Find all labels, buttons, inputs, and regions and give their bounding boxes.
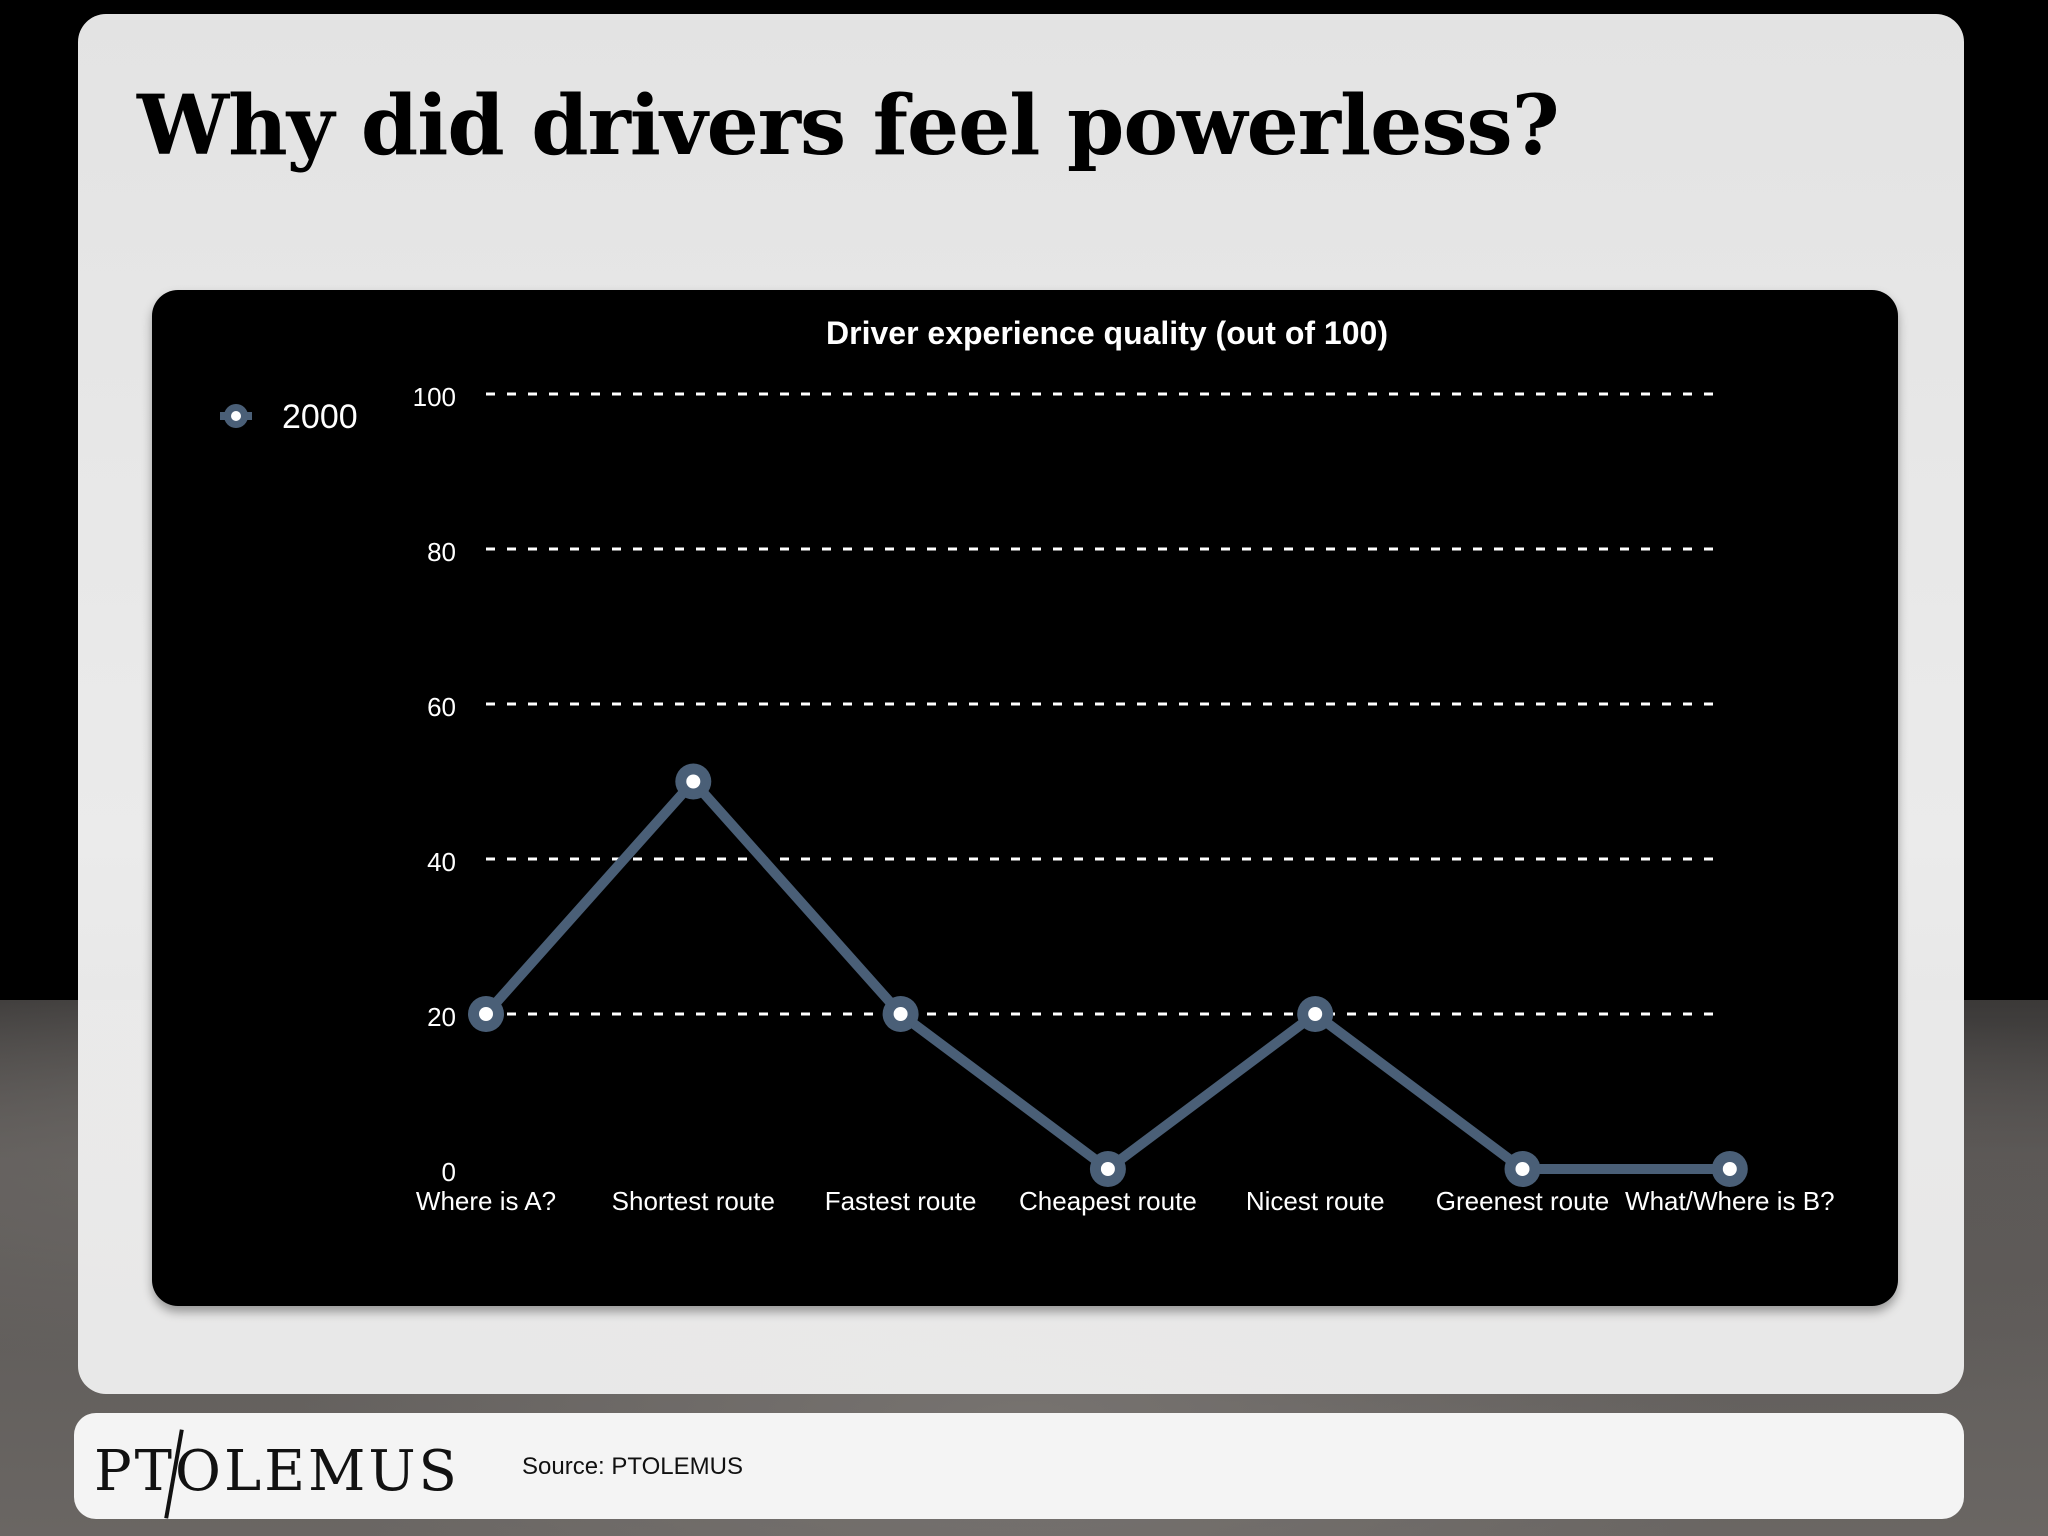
- legend: 2000: [220, 398, 358, 436]
- footer-bar: PTOLEMUS Source: PTOLEMUS: [74, 1413, 1964, 1519]
- y-axis-ticks: 0 20 40 60 80 100: [413, 382, 456, 1187]
- chart-title: Driver experience quality (out of 100): [826, 315, 1388, 351]
- y-tick-label: 40: [427, 847, 456, 877]
- y-tick-label: 100: [413, 382, 456, 412]
- y-tick-label: 0: [442, 1157, 456, 1187]
- data-point-center: [1515, 1162, 1530, 1176]
- data-point-center: [686, 774, 701, 789]
- x-tick-label: Cheapest route: [1019, 1186, 1197, 1216]
- data-point-center: [893, 1007, 908, 1021]
- x-tick-label: Nicest route: [1246, 1186, 1385, 1216]
- x-tick-label: Greenest route: [1436, 1186, 1609, 1216]
- x-axis-ticks: Where is A? Shortest route Fastest route Ch…: [416, 1186, 1835, 1216]
- data-point-center: [1100, 1162, 1115, 1176]
- series-line: [482, 773, 1730, 1176]
- y-tick-label: 60: [427, 692, 456, 722]
- legend-swatch-dot: [231, 411, 241, 421]
- x-tick-label: Shortest route: [612, 1186, 775, 1216]
- y-tick-label: 80: [427, 537, 456, 567]
- series-layer: [468, 763, 1748, 1187]
- source-note: Source: PTOLEMUS: [522, 1453, 743, 1480]
- ptolemus-logo: PTOLEMUS: [94, 1439, 460, 1504]
- chart-panel: 0 20 40 60 80 100 Where is A? Shortest route Fa…: [152, 290, 1898, 1306]
- gridlines: [486, 392, 1722, 1016]
- data-point-center: [1308, 1007, 1323, 1021]
- data-point-center: [1722, 1162, 1737, 1176]
- data-point-center: [479, 1007, 493, 1021]
- x-tick-label: Where is A?: [416, 1186, 556, 1216]
- slide-title: Why did drivers feel powerless?: [137, 78, 1560, 174]
- y-tick-label: 20: [427, 1002, 456, 1032]
- line-chart: 0 20 40 60 80 100 Where is A? Shortest route Fa…: [220, 315, 1835, 1216]
- x-tick-label: Fastest route: [825, 1186, 977, 1216]
- x-tick-label: What/Where is B?: [1625, 1186, 1835, 1216]
- legend-label: 2000: [282, 398, 358, 436]
